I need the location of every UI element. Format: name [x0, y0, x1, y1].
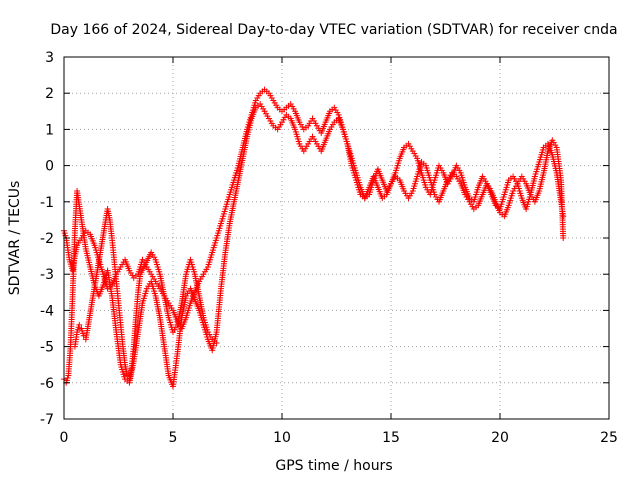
y-tick-label: -7 [40, 412, 54, 428]
data-point [76, 321, 83, 328]
x-tick-label: 0 [60, 430, 69, 446]
tick-layer: 0 5 10 15 20 25 -7 -6 -5 -4 -3 -2 -1 0 1 2 3 [40, 50, 618, 446]
x-tick-label: 10 [273, 430, 291, 446]
y-tick-label: 1 [45, 122, 54, 138]
x-tick-label: 25 [600, 430, 618, 446]
x-tick-label: 5 [169, 430, 178, 446]
chart-title: Day 166 of 2024, Sidereal Day-to-day VTE… [50, 22, 617, 38]
grid-layer [64, 57, 609, 419]
x-axis-label: GPS time / hours [275, 458, 392, 474]
data-point [124, 372, 131, 379]
y-tick-label: -4 [40, 303, 54, 319]
y-tick-label: -1 [40, 195, 54, 211]
y-tick-label: -2 [40, 231, 54, 247]
x-tick-label: 15 [382, 430, 400, 446]
y-tick-label: -5 [40, 340, 54, 356]
data-layer [61, 86, 567, 390]
series-2 [61, 101, 567, 390]
y-tick-label: 3 [45, 50, 54, 66]
x-tick-label: 20 [491, 430, 509, 446]
series-3 [71, 206, 220, 383]
data-point [213, 339, 220, 346]
y-axis-label: SDTVAR / TECUs [7, 181, 23, 296]
y-tick-label: -3 [40, 267, 54, 283]
data-point [80, 332, 87, 339]
y-tick-label: 0 [45, 159, 54, 175]
y-tick-label: -6 [40, 376, 54, 392]
y-tick-label: 2 [45, 86, 54, 102]
data-point [560, 235, 567, 241]
